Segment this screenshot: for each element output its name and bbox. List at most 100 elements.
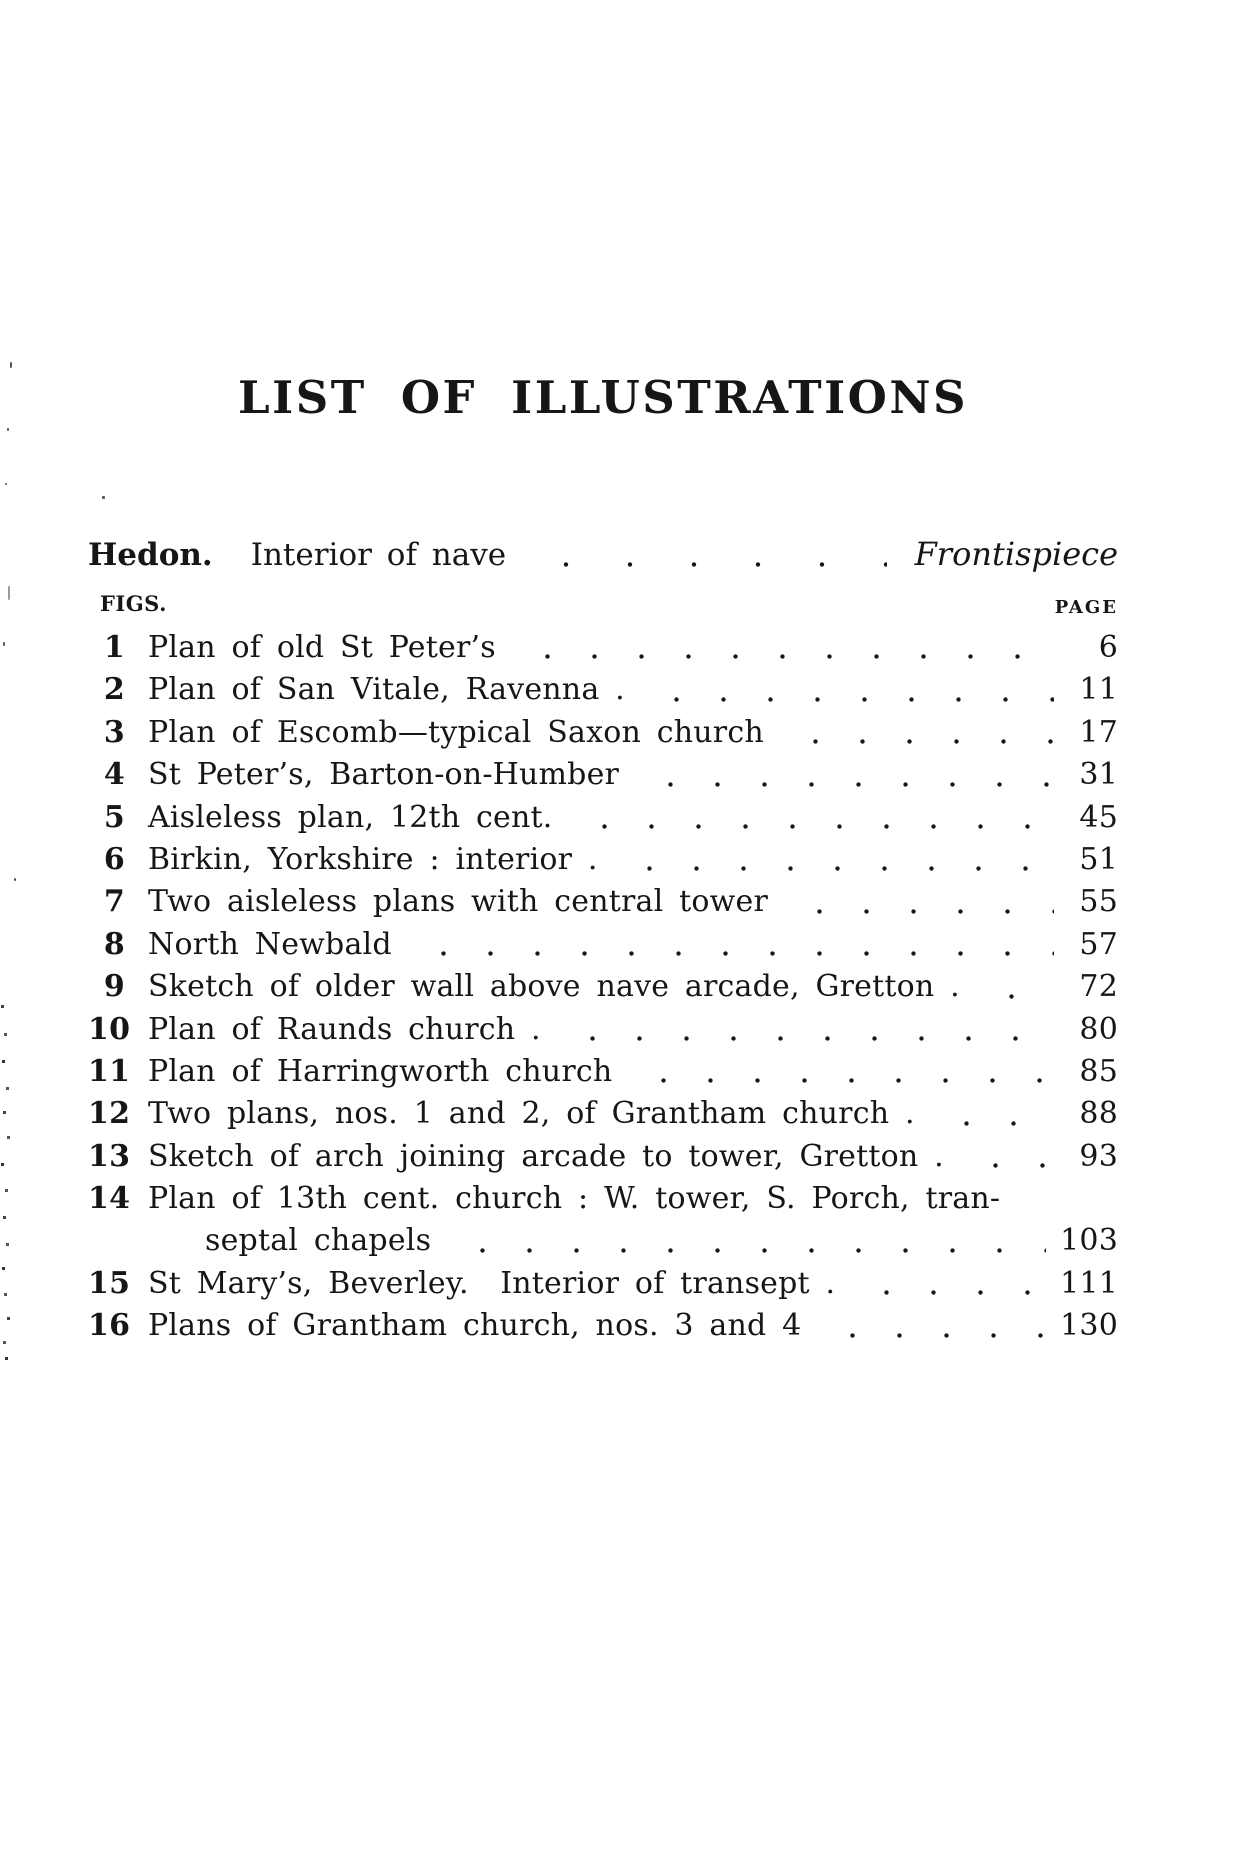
toc-row: 16 Plans of Grantham church, nos. 3 and …: [88, 1305, 1118, 1348]
figure-number: 9: [103, 969, 125, 1005]
page-number: 6: [1098, 630, 1118, 665]
dot-leader: [642, 669, 1054, 712]
scan-speck: [14, 878, 16, 881]
figure-number: 5: [103, 799, 125, 835]
figure-number: 13: [88, 1138, 131, 1174]
dot-leader: [449, 1220, 1047, 1263]
page-number: 130: [1060, 1308, 1118, 1344]
figure-number: 1: [103, 630, 125, 665]
page-column-label: PAGE: [1054, 597, 1118, 618]
page-title: LIST OF ILLUSTRATIONS: [238, 371, 968, 424]
scan-speck: [7, 428, 9, 431]
toc-row: 12 Two plans, nos. 1 and 2, of Grantham …: [88, 1093, 1118, 1136]
toc-row: 5 Aisleless plan, 12th cent. 45: [88, 796, 1118, 839]
figs-column-label: FIGS.: [100, 591, 167, 616]
figure-title: North Newbald: [148, 926, 392, 962]
figure-number: 12: [88, 1096, 131, 1132]
figure-number: 3: [103, 714, 125, 750]
dot-leader: [819, 1305, 1047, 1348]
page-number: 85: [1079, 1053, 1118, 1089]
scan-speck: [10, 362, 12, 368]
dot-leader: [781, 711, 1054, 755]
figure-title: Aisleless plan, 12th cent.: [148, 799, 553, 835]
toc-row: 10 Plan of Raunds church . 80: [88, 1008, 1118, 1051]
toc-row: 3 Plan of Escomb—typical Saxon church 17: [88, 711, 1118, 755]
toc-row: 7 Two aisleless plans with central tower…: [88, 881, 1118, 924]
page-number: 80: [1079, 1011, 1118, 1047]
dot-leader: [786, 881, 1054, 924]
dot-leader: [630, 1050, 1054, 1094]
dot-leader: [961, 1135, 1054, 1179]
frontispiece-row: Hedon. Interior of nave Frontispiece: [88, 532, 1118, 577]
figure-number: 7: [103, 884, 125, 920]
page-number: 57: [1079, 926, 1118, 962]
toc-row: 6 Birkin, Yorkshire : interior . 51: [88, 838, 1118, 882]
page-number: 17: [1079, 714, 1118, 750]
toc-row: 8 North Newbald 57: [88, 923, 1118, 967]
page-number: 51: [1079, 841, 1118, 877]
frontispiece-place-label: Hedon.: [88, 537, 213, 573]
dot-leader: [524, 532, 887, 577]
dot-leader: [932, 1093, 1054, 1136]
frontispiece-caption: Interior of nave: [250, 537, 507, 573]
page-number: 45: [1079, 799, 1118, 835]
figure-title: St Mary’s, Beverley. Interior of transep…: [148, 1265, 836, 1301]
dot-leader: [1000, 1178, 1118, 1220]
figure-title: Sketch of older wall above nave arcade, …: [148, 969, 960, 1005]
page-number: 72: [1079, 969, 1118, 1005]
dot-leader: [513, 627, 1054, 670]
figure-title: Plan of Raunds church .: [148, 1011, 541, 1047]
dot-leader: [409, 923, 1054, 967]
figure-list: 1 Plan of old St Peter’s 6 2 Plan of San…: [88, 627, 1118, 1348]
figure-title: St Peter’s, Barton-on-Humber: [148, 757, 620, 793]
scan-speck: [8, 586, 10, 600]
scan-speck: [5, 483, 7, 485]
dot-leader: [853, 1262, 1047, 1306]
dot-leader: [615, 838, 1054, 882]
scan-speck: [3, 642, 5, 646]
toc-row: 13 Sketch of arch joining arcade to towe…: [88, 1135, 1118, 1179]
page-number: 11: [1079, 672, 1118, 708]
toc-row: 9 Sketch of older wall above nave arcade…: [88, 966, 1118, 1009]
figure-number: 10: [88, 1011, 131, 1047]
figure-title: Plans of Grantham church, nos. 3 and 4: [148, 1308, 802, 1344]
dot-leader: [558, 1008, 1054, 1051]
figure-title: Plan of old St Peter’s: [148, 630, 496, 665]
scan-noise-strip: [1, 1005, 4, 1008]
page-number: 111: [1060, 1265, 1118, 1301]
toc-row: 2 Plan of San Vitale, Ravenna . 11: [88, 669, 1118, 712]
figure-title: Plan of Harringworth church: [148, 1053, 613, 1089]
toc-row: septal chapels 103: [88, 1220, 1118, 1263]
page-number: 55: [1079, 884, 1118, 920]
page-number: 88: [1079, 1096, 1118, 1132]
figure-title: septal chapels: [205, 1223, 432, 1259]
dot-leader: [977, 966, 1054, 1009]
page-number: 103: [1060, 1223, 1118, 1259]
toc-row: 4 St Peter’s, Barton-on-Humber 31: [88, 754, 1118, 797]
figure-title: Two aisleless plans with central tower: [148, 884, 769, 920]
figure-title: Two plans, nos. 1 and 2, of Grantham chu…: [148, 1096, 915, 1132]
toc-row: 14 Plan of 13th cent. church : W. tower,…: [88, 1178, 1118, 1220]
figure-number: 6: [103, 841, 125, 877]
figure-number: 11: [88, 1053, 131, 1089]
dot-leader: [570, 796, 1054, 839]
dot-leader: [637, 754, 1054, 797]
toc-row: 11 Plan of Harringworth church 85: [88, 1050, 1118, 1094]
figure-title: Plan of San Vitale, Ravenna .: [148, 672, 625, 708]
frontispiece-page-ref: Frontispiece: [914, 535, 1118, 573]
figure-number: 14: [88, 1181, 131, 1217]
figure-title: Plan of 13th cent. church : W. tower, S.…: [148, 1181, 1001, 1217]
figure-title: Sketch of arch joining arcade to tower, …: [148, 1138, 944, 1174]
toc-row: 15 St Mary’s, Beverley. Interior of tran…: [88, 1262, 1118, 1306]
page-number: 31: [1079, 757, 1118, 793]
figure-title: Plan of Escomb—typical Saxon church: [148, 714, 764, 750]
figure-title: Birkin, Yorkshire : interior .: [148, 841, 598, 877]
figure-number: 8: [103, 926, 125, 962]
figure-number: 2: [103, 672, 125, 708]
figure-number: 16: [88, 1308, 131, 1344]
figure-number: 15: [88, 1265, 131, 1301]
toc-row: 1 Plan of old St Peter’s 6: [88, 627, 1118, 670]
figure-number: 4: [103, 757, 125, 793]
page-number: 93: [1079, 1138, 1118, 1174]
